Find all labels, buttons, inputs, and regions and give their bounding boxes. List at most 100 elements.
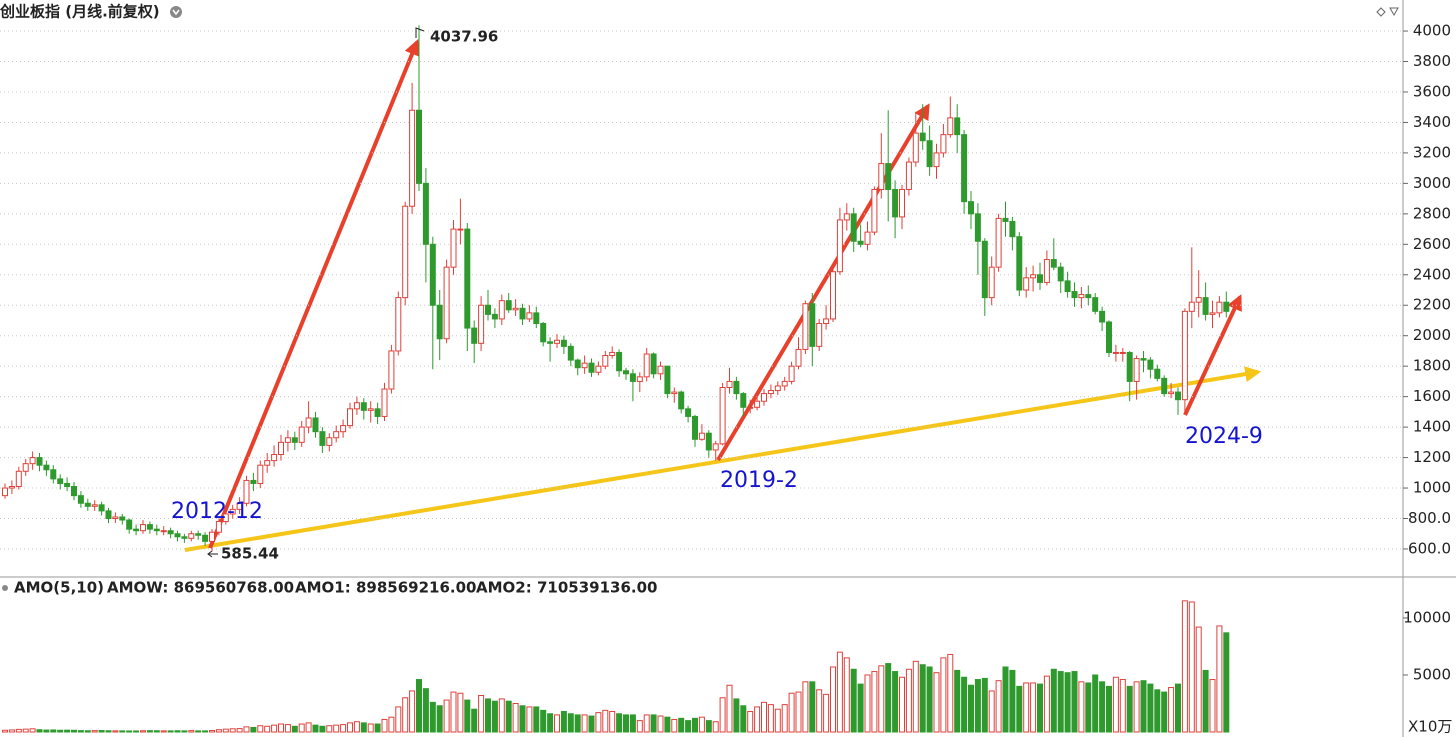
y-tick-label: 2800 — [1413, 204, 1451, 222]
candle-body — [1140, 358, 1147, 361]
candle-body — [243, 479, 250, 504]
y-tick-label: 2600 — [1413, 235, 1451, 253]
y-tick-label: 3200 — [1413, 143, 1451, 161]
volume-bar — [450, 691, 457, 733]
candle-body — [64, 482, 71, 488]
volume-bar — [1140, 680, 1147, 733]
unit-label: X10万 — [1408, 718, 1452, 736]
candle-body — [892, 188, 899, 218]
candle-body — [1154, 368, 1161, 379]
candle-body — [526, 312, 533, 320]
candle-body — [1195, 297, 1202, 303]
candle-body — [381, 388, 388, 417]
y-tick-label: 2400 — [1413, 265, 1451, 283]
volume-bar — [1106, 685, 1112, 733]
volume-bar — [133, 730, 140, 733]
candle-body — [1133, 358, 1140, 382]
volume-bar — [995, 680, 1002, 733]
volume-bar — [1119, 679, 1126, 733]
volume-bar — [91, 730, 98, 733]
volume-bar — [29, 728, 36, 733]
volume-bar — [1064, 672, 1071, 733]
volume-bar — [899, 676, 905, 733]
volume-bar — [84, 730, 91, 733]
y-tick-label: 3000 — [1413, 174, 1451, 192]
candle-body — [422, 182, 429, 245]
volume-bar — [981, 677, 988, 733]
candle-body — [740, 393, 747, 408]
candle-body — [43, 464, 50, 471]
candle-body — [8, 486, 15, 489]
volume-bar — [215, 729, 222, 733]
candle-body — [36, 457, 43, 466]
candle-body — [899, 188, 905, 218]
volume-bar — [816, 689, 823, 733]
volume-bar — [602, 709, 609, 733]
volume-bar — [140, 730, 146, 733]
tool-icon[interactable] — [1389, 7, 1399, 17]
candle-body — [719, 387, 726, 445]
trend-arrow — [1183, 294, 1242, 416]
volume-bar — [498, 698, 505, 733]
volume-bar — [905, 668, 912, 733]
volume-bar — [1002, 666, 1009, 733]
candle-body — [250, 479, 257, 484]
volume-bar — [560, 710, 567, 733]
candle-body — [864, 231, 871, 245]
volume-bar — [781, 704, 788, 733]
title-icon[interactable] — [170, 6, 182, 18]
candle-body — [595, 365, 602, 373]
candle-body — [202, 534, 209, 542]
volume-bar — [443, 699, 450, 733]
candle-body — [1002, 217, 1009, 222]
candle-body — [1106, 321, 1112, 353]
tool-icon[interactable] — [1376, 7, 1386, 17]
volume-bar — [974, 679, 981, 733]
candle-body — [1057, 266, 1064, 282]
volume-bar — [533, 706, 540, 733]
candle-body — [29, 457, 36, 465]
candle-body — [995, 217, 1002, 268]
volume-bar — [188, 730, 195, 733]
candle-body — [167, 530, 174, 535]
volume-bar — [809, 681, 816, 733]
volume-bar — [871, 671, 878, 733]
candle-body — [471, 327, 478, 344]
candle-body — [319, 431, 326, 446]
candle-body — [802, 303, 809, 350]
volume-bar — [788, 692, 795, 733]
volume-bar — [1209, 679, 1216, 733]
candle-body — [395, 297, 402, 352]
candle-body — [1043, 259, 1050, 283]
candle-body — [409, 109, 416, 207]
volume-bar — [1175, 683, 1181, 733]
candle-body — [15, 470, 22, 488]
candle-body — [698, 432, 705, 440]
volume-bar — [547, 713, 554, 733]
volume-bar — [243, 726, 250, 733]
candle-body — [305, 417, 312, 428]
candle-body — [326, 437, 333, 446]
volume-bar — [1112, 676, 1119, 733]
candle-body — [485, 304, 491, 315]
volume-bar — [1092, 674, 1099, 733]
volume-bar — [864, 674, 871, 733]
volume-bar — [195, 730, 202, 733]
candle-body — [1078, 294, 1085, 299]
candle-body — [298, 426, 305, 443]
candle-body — [312, 417, 319, 433]
volume-bar — [8, 729, 15, 733]
candle-body — [1202, 297, 1209, 315]
candle-body — [1023, 277, 1030, 291]
candle-body — [153, 528, 160, 532]
volume-bar — [623, 714, 629, 733]
candle-body — [333, 431, 340, 439]
volume-bar — [1223, 632, 1230, 733]
volume-bar — [1009, 669, 1016, 733]
volume-bar — [471, 708, 478, 733]
candle-body — [581, 362, 588, 369]
y-tick-label: 1400 — [1413, 418, 1451, 436]
volume-bar — [1126, 685, 1133, 733]
indicator-stat: AMO1: 898569216.00 — [295, 579, 476, 597]
